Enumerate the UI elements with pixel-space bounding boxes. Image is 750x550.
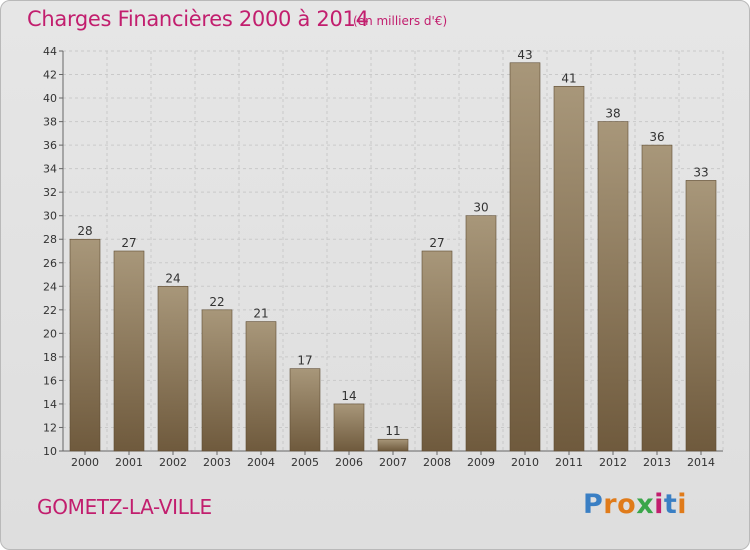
data-label-2011: 41 <box>561 71 576 85</box>
proxiti-logo[interactable]: Proxiti <box>583 489 687 520</box>
data-label-2001: 27 <box>121 236 136 250</box>
bar-2009 <box>465 215 497 452</box>
bar-2004 <box>245 321 277 452</box>
logo-letter: r <box>603 489 618 520</box>
data-labels: 28 27 24 22 21 17 14 11 27 30 43 41 38 36 33 <box>77 48 708 438</box>
bar-2002 <box>157 285 189 452</box>
x-tick-label-2009: 2009 <box>467 456 495 469</box>
bar-2014 <box>685 180 717 452</box>
x-tick-label-2002: 2002 <box>159 456 187 469</box>
y-tick-label: 26 <box>43 257 57 270</box>
bar-2010 <box>509 62 541 452</box>
x-tick-label-2005: 2005 <box>291 456 319 469</box>
data-label-2000: 28 <box>77 224 92 238</box>
x-tick-label-2012: 2012 <box>599 456 627 469</box>
logo-letter: P <box>583 489 604 520</box>
y-tick-label: 24 <box>43 280 57 293</box>
y-tick-label: 32 <box>43 186 57 199</box>
chart-subtitle: (en milliers d'€) <box>353 14 448 28</box>
logo-letter: t <box>663 489 678 520</box>
bar-2003 <box>201 309 233 452</box>
y-tick-label: 20 <box>43 327 57 340</box>
x-tick-label-2010: 2010 <box>511 456 539 469</box>
x-tick-label-2003: 2003 <box>203 456 231 469</box>
y-tick-label: 44 <box>43 45 57 58</box>
bar-2008 <box>421 250 453 452</box>
data-label-2012: 38 <box>605 107 620 121</box>
bar-2001 <box>113 250 145 452</box>
y-tick-label: 42 <box>43 69 57 82</box>
data-label-2008: 27 <box>429 236 444 250</box>
x-tick-label-2001: 2001 <box>115 456 143 469</box>
bar-2005 <box>289 368 321 452</box>
y-tick-label: 38 <box>43 116 57 129</box>
bar-2007 <box>377 438 409 452</box>
x-tick-label-2007: 2007 <box>379 456 407 469</box>
y-tick-label: 10 <box>43 445 57 458</box>
x-tick-label-2000: 2000 <box>71 456 99 469</box>
logo-letter: x <box>636 489 655 520</box>
y-tick-label: 16 <box>43 374 57 387</box>
y-tick-label: 22 <box>43 304 57 317</box>
data-label-2006: 14 <box>341 389 356 403</box>
y-tick-label: 12 <box>43 421 57 434</box>
x-tick-label-2004: 2004 <box>247 456 275 469</box>
x-tick-label-2011: 2011 <box>555 456 583 469</box>
data-label-2002: 24 <box>165 271 180 285</box>
y-tick-label: 28 <box>43 233 57 246</box>
data-label-2007: 11 <box>385 424 400 438</box>
data-label-2009: 30 <box>473 201 488 215</box>
y-tick-label: 30 <box>43 210 57 223</box>
bar-2006 <box>333 403 365 452</box>
logo-letter: i <box>677 489 688 520</box>
y-tick-label: 34 <box>43 163 57 176</box>
data-label-2003: 22 <box>209 295 224 309</box>
bar-2012 <box>597 121 629 452</box>
y-tick-label: 40 <box>43 92 57 105</box>
data-label-2004: 21 <box>253 307 268 321</box>
y-tick-label: 18 <box>43 351 57 364</box>
x-tick-label-2013: 2013 <box>643 456 671 469</box>
data-label-2005: 17 <box>297 354 312 368</box>
bar-2013 <box>641 144 673 452</box>
y-tick-label: 14 <box>43 398 57 411</box>
place-name: GOMETZ-LA-VILLE <box>37 495 212 519</box>
x-tick-label-2006: 2006 <box>335 456 363 469</box>
axes: 10 12 14 16 18 20 22 24 26 28 30 32 34 36 38 40 42 44 2000… <box>43 45 723 469</box>
logo-letter: o <box>617 489 637 520</box>
grid-lines <box>62 50 724 451</box>
x-tick-label-2014: 2014 <box>687 456 715 469</box>
bars <box>69 62 717 452</box>
chart-title: Charges Financières 2000 à 2014 <box>27 7 369 31</box>
logo-letter: i <box>654 489 664 520</box>
bar-2011 <box>553 85 585 452</box>
data-label-2014: 33 <box>693 165 708 179</box>
data-label-2013: 36 <box>649 130 664 144</box>
y-tick-label: 36 <box>43 139 57 152</box>
data-label-2010: 43 <box>517 48 532 62</box>
bar-2000 <box>69 238 101 452</box>
x-tick-label-2008: 2008 <box>423 456 451 469</box>
